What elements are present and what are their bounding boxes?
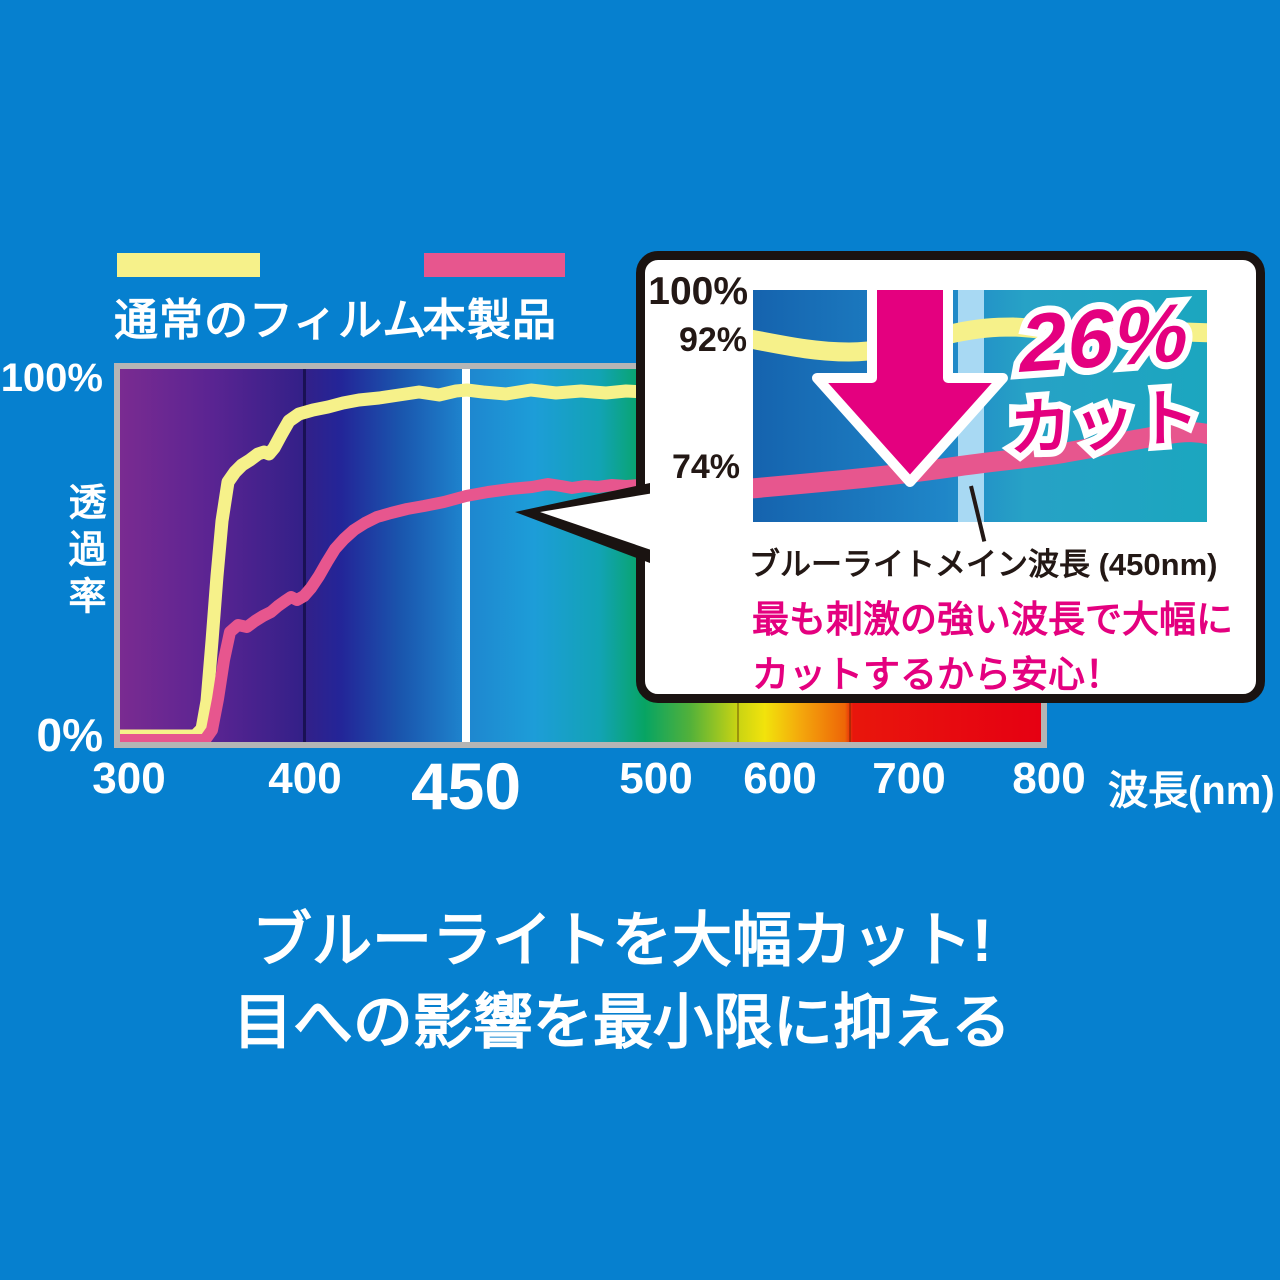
normal-film-curve xyxy=(120,383,652,742)
legend-label-normal-film: 通常のフィルム xyxy=(114,296,428,345)
legend-swatch-normal-film xyxy=(117,253,260,277)
legend-swatch-product xyxy=(424,253,565,277)
tick-400: 400 xyxy=(268,754,342,803)
callout-note: 最も刺激の強い波長で大幅に カットするから安心！ xyxy=(752,592,1233,702)
y-axis-max-label: 100% xyxy=(0,356,103,400)
transmittance-curves xyxy=(120,383,652,742)
inset-label-100pct: 100% xyxy=(648,270,748,313)
magnified-450nm-inset xyxy=(753,290,1207,522)
cut-arrow-icon xyxy=(812,290,1008,487)
callout-tail xyxy=(515,483,660,563)
tick-450: 450 xyxy=(410,749,522,823)
product-curve xyxy=(120,478,646,742)
y-axis-min-label: 0% xyxy=(36,709,103,761)
highlight-line-450nm xyxy=(462,369,470,742)
inset-label-92pct: 92% xyxy=(678,321,747,359)
inset-normal-film-curve xyxy=(753,317,1207,362)
headline-line2: 目への影響を最小限に抑える xyxy=(232,989,1012,1056)
x-axis-unit-label: 波長(nm) xyxy=(1108,769,1275,813)
inset-product-curve xyxy=(753,422,1207,499)
headline-line1: ブルーライトを大幅カット! xyxy=(252,907,992,974)
callout-note-line1: 最も刺激の強い波長で大幅に xyxy=(752,599,1233,640)
callout-caption: ブルーライトメイン波長 (450nm) xyxy=(749,547,1218,582)
inset-label-74pct: 74% xyxy=(671,448,740,486)
y-axis-title: 透過率 xyxy=(62,482,104,623)
tick-600: 600 xyxy=(743,754,817,803)
gridline-400nm xyxy=(303,369,306,742)
callout-note-line2: カットするから安心！ xyxy=(752,654,1122,695)
headline: ブルーライトを大幅カット! 目への影響を最小限に抑える xyxy=(0,900,1262,1064)
badge-unit: カット xyxy=(1009,382,1201,465)
cut-percentage-badge: 26% 26% カット カット xyxy=(985,280,1224,472)
tick-500: 500 xyxy=(619,754,693,803)
tick-300: 300 xyxy=(92,754,166,803)
tick-800: 800 xyxy=(1012,754,1086,803)
legend-label-product: 本製品 xyxy=(422,296,557,345)
tick-700: 700 xyxy=(872,754,946,803)
